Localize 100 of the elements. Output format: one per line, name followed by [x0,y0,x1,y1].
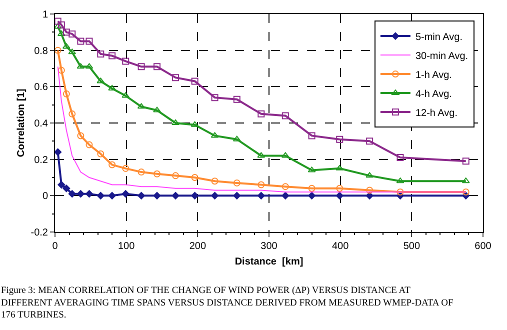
point [86,141,93,148]
point [154,170,161,178]
legend-label: 30-min Avg. [415,50,468,62]
point [396,188,404,196]
point [108,161,116,168]
point [336,184,344,192]
point [211,178,218,185]
point [366,172,374,178]
point [211,94,218,102]
point [122,58,130,65]
y-tick-label: -0.2 [30,228,48,238]
y-axis-title: Correlation [1] [16,88,27,158]
point [396,178,404,184]
point [97,50,104,58]
point [191,192,199,200]
legend-label: 4-h Avg. [415,88,452,100]
y-tick-label: 0.2 [34,154,48,166]
point [308,184,316,192]
point [68,30,76,38]
point [462,188,470,196]
legend-label: 12-h Avg. [415,108,458,119]
point [336,136,344,143]
x-axis-title: Distance [km] [234,256,304,268]
point [233,96,240,103]
x-tick-label: 200 [189,241,206,252]
point [191,78,198,85]
point [153,106,161,112]
point [257,192,265,200]
x-tick-label: 100 [118,241,136,252]
caption: Figure 3: MEAN CORRELATION OF THE CHANGE OF WIND POWER (ΔP) VERSUS DISTANCE AT DIFFERENT AVERAGING TIME SPANS VERSUS DISTANCE DERIVED FROM MEASURED WMEP-DATA OF 176 TURBINES. [1,286,454,321]
point [366,192,374,200]
point [211,192,219,200]
point [58,21,65,28]
y-tick-label: 0.8 [34,46,48,57]
legend-label: 1-h Avg. [415,70,452,81]
point [366,186,374,194]
point [462,178,470,184]
point [122,92,130,98]
point [55,46,62,54]
point [308,132,316,140]
point [138,168,145,176]
x-tick-label: 0 [52,241,58,252]
point [62,28,70,36]
point [58,181,66,189]
point [137,103,146,109]
point [108,192,116,200]
point [462,158,470,165]
point [122,164,130,172]
point [85,190,93,198]
point [336,164,344,170]
point [190,121,199,127]
point [233,179,240,186]
y-tick-label: 0.6 [34,82,48,94]
point [86,38,93,45]
x-tick-label: 600 [474,241,492,252]
point [68,110,76,118]
point [336,192,344,200]
point [153,192,161,200]
x-tick-label: 400 [332,241,350,252]
x-tick-label: 500 [403,241,420,252]
point [308,166,316,172]
point [55,148,62,156]
point [122,190,130,198]
x-tick-label: 300 [260,241,278,252]
point [257,152,266,158]
point [68,190,76,198]
point [77,38,84,45]
point [62,43,70,49]
point [258,110,265,118]
y-tick-label: 1 [42,10,48,20]
point [232,136,241,142]
point [76,190,84,198]
point [138,192,146,200]
point [172,172,180,180]
point [97,150,104,158]
point [96,78,105,84]
point [62,184,70,192]
point [282,192,290,200]
point [366,138,374,145]
point [172,192,180,200]
point [282,183,289,190]
point [96,192,104,200]
point [62,90,70,98]
y-tick-label: 0 [42,191,48,202]
point [154,63,161,70]
point [258,181,265,188]
point [68,48,76,54]
point [108,84,116,90]
point [282,112,289,120]
legend-label: 5-min Avg. [415,32,463,43]
point [210,132,219,138]
point [55,23,62,29]
point [108,52,116,60]
y-tick-label: 0.4 [34,118,48,130]
point [55,18,62,25]
point [172,74,180,82]
point [396,154,404,162]
point [76,63,85,69]
point [233,192,241,200]
point [85,63,94,69]
